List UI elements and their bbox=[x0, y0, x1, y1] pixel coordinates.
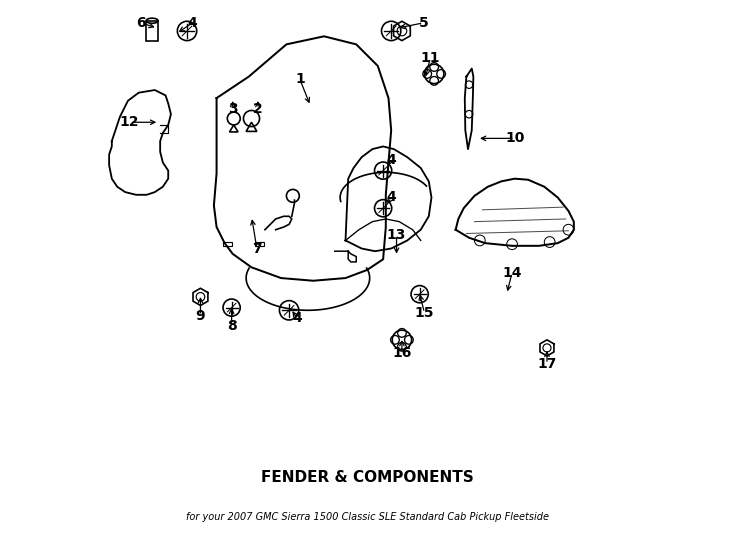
Text: 4: 4 bbox=[292, 312, 302, 325]
Text: 14: 14 bbox=[502, 266, 522, 280]
Bar bbox=[146, 21, 158, 41]
Bar bbox=[223, 241, 232, 246]
Text: 12: 12 bbox=[120, 115, 139, 129]
Text: 9: 9 bbox=[196, 309, 206, 323]
Text: 10: 10 bbox=[505, 131, 524, 145]
Text: 15: 15 bbox=[415, 306, 435, 320]
Text: 6: 6 bbox=[137, 16, 146, 30]
Text: for your 2007 GMC Sierra 1500 Classic SLE Standard Cab Pickup Fleetside: for your 2007 GMC Sierra 1500 Classic SL… bbox=[186, 512, 548, 523]
Text: 2: 2 bbox=[253, 102, 263, 116]
Text: 13: 13 bbox=[387, 228, 406, 242]
Text: 4: 4 bbox=[386, 191, 396, 205]
Text: 11: 11 bbox=[421, 51, 440, 65]
Text: 3: 3 bbox=[228, 102, 238, 116]
Text: 7: 7 bbox=[252, 241, 262, 255]
Text: 17: 17 bbox=[537, 357, 556, 371]
Bar bbox=[255, 241, 264, 246]
Text: 1: 1 bbox=[295, 72, 305, 86]
Text: 8: 8 bbox=[227, 319, 236, 333]
Text: 5: 5 bbox=[418, 16, 428, 30]
Text: 16: 16 bbox=[392, 346, 412, 360]
Text: 4: 4 bbox=[386, 153, 396, 167]
Text: FENDER & COMPONENTS: FENDER & COMPONENTS bbox=[261, 470, 473, 485]
Text: 4: 4 bbox=[187, 16, 197, 30]
